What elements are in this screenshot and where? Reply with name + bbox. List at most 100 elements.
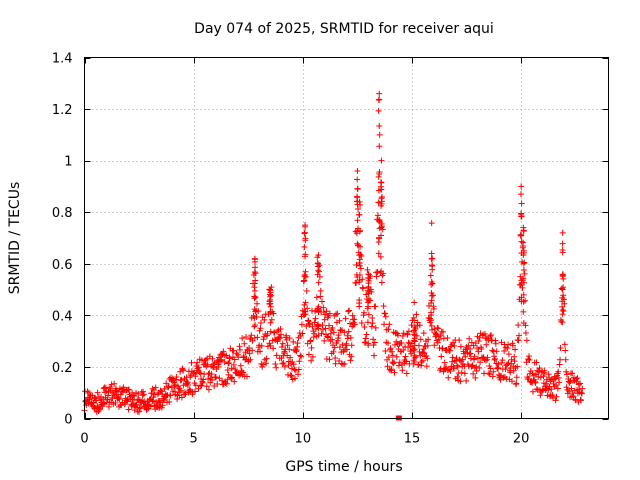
data-point	[192, 382, 199, 389]
data-point	[429, 255, 436, 262]
data-point	[140, 391, 147, 398]
data-point	[474, 345, 481, 352]
data-point	[520, 266, 527, 273]
data-point	[373, 273, 380, 280]
data-point	[255, 308, 262, 315]
data-point	[191, 369, 198, 376]
data-point	[388, 366, 395, 373]
data-point	[365, 290, 372, 297]
data-point	[427, 272, 434, 279]
x-tick-label: 0	[80, 432, 88, 447]
y-tick-label: 1	[64, 155, 72, 170]
data-point	[329, 325, 336, 332]
data-point	[319, 326, 326, 333]
data-point	[214, 381, 221, 388]
data-point	[148, 390, 155, 397]
data-point	[532, 379, 539, 386]
data-point	[284, 342, 291, 349]
data-point	[257, 319, 264, 326]
data-point	[376, 234, 383, 241]
data-point	[315, 332, 322, 339]
data-point	[416, 322, 423, 329]
data-point	[112, 399, 119, 406]
data-point	[400, 346, 407, 353]
data-point	[453, 362, 460, 369]
data-point	[347, 334, 354, 341]
data-point	[411, 324, 418, 331]
data-point	[385, 354, 392, 361]
data-point	[333, 311, 340, 318]
data-point	[391, 369, 398, 376]
data-point	[382, 348, 389, 355]
data-point	[165, 383, 172, 390]
data-point	[272, 361, 279, 368]
data-point	[324, 333, 331, 340]
x-axis-label: GPS time / hours	[285, 459, 402, 475]
data-point	[305, 351, 312, 358]
data-point	[515, 322, 522, 329]
data-point	[95, 408, 102, 415]
data-point	[570, 393, 577, 400]
data-point	[323, 308, 330, 315]
data-point	[316, 262, 323, 269]
data-point	[125, 406, 132, 413]
data-point	[562, 356, 569, 363]
data-point	[375, 217, 382, 224]
data-point	[405, 328, 412, 335]
data-point	[159, 402, 166, 409]
data-point	[486, 371, 493, 378]
data-point	[429, 280, 436, 287]
data-point	[520, 275, 527, 282]
data-point	[249, 347, 256, 354]
data-point	[209, 376, 216, 383]
data-point	[370, 342, 377, 349]
data-point	[354, 240, 361, 247]
data-point	[168, 384, 175, 391]
data-point	[456, 337, 463, 344]
data-point	[478, 345, 485, 352]
data-point	[556, 379, 563, 386]
data-point	[428, 278, 435, 285]
data-point	[378, 202, 385, 209]
data-point	[208, 371, 215, 378]
data-point	[544, 392, 551, 399]
data-point	[369, 320, 376, 327]
data-point	[457, 378, 464, 385]
data-point	[361, 323, 368, 330]
data-point	[267, 309, 274, 316]
data-point	[303, 288, 310, 295]
data-point	[240, 353, 247, 360]
data-point	[429, 262, 436, 269]
data-point	[451, 342, 458, 349]
data-point	[99, 401, 106, 408]
data-point	[329, 336, 336, 343]
data-point	[438, 353, 445, 360]
data-point	[375, 173, 382, 180]
data-point	[411, 352, 418, 359]
data-point	[220, 348, 227, 355]
data-point	[290, 338, 297, 345]
data-point	[424, 355, 431, 362]
data-point	[519, 243, 526, 250]
data-point	[251, 315, 258, 322]
data-point	[446, 347, 453, 354]
data-point	[418, 358, 425, 365]
data-point	[356, 252, 363, 259]
data-point	[302, 237, 309, 244]
data-point	[251, 287, 258, 294]
data-point	[334, 310, 341, 317]
data-point	[555, 368, 562, 375]
data-point	[518, 183, 525, 190]
data-point	[376, 90, 383, 97]
data-point	[577, 397, 584, 404]
data-point	[346, 320, 353, 327]
data-point	[342, 315, 349, 322]
data-point	[290, 361, 297, 368]
data-point	[346, 307, 353, 314]
data-point	[364, 319, 371, 326]
data-point	[546, 374, 553, 381]
data-point	[273, 352, 280, 359]
data-point	[94, 389, 101, 396]
data-point	[101, 400, 108, 407]
data-point	[263, 355, 270, 362]
